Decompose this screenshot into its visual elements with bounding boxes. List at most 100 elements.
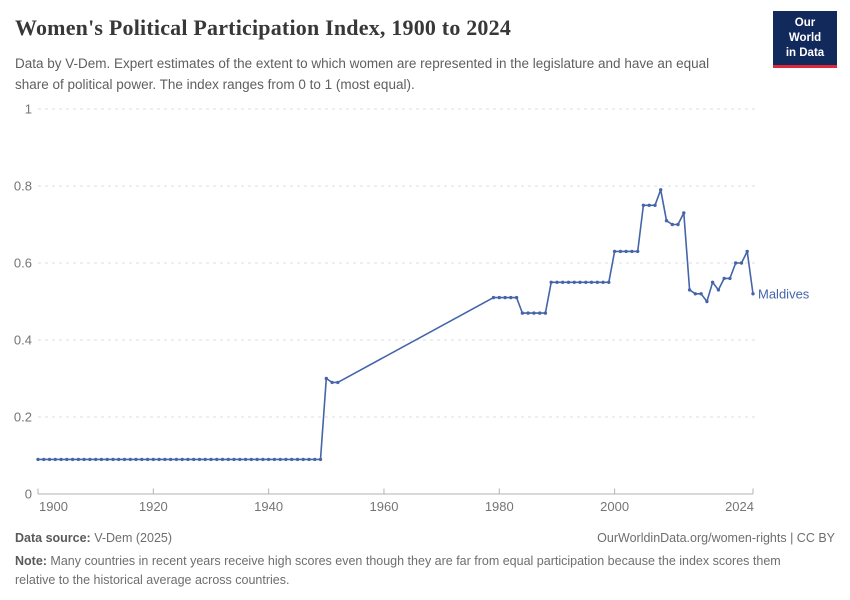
data-point-marker — [42, 457, 46, 462]
series-line[interactable] — [37, 189, 754, 461]
data-point-marker — [134, 457, 138, 462]
data-point-marker — [572, 280, 576, 284]
data-point-marker — [36, 457, 40, 462]
data-point-marker — [232, 457, 236, 462]
data-point-marker — [751, 292, 755, 296]
data-point-marker — [272, 457, 277, 462]
data-point-marker — [647, 203, 651, 207]
data-point-marker — [117, 457, 121, 462]
data-point-marker — [284, 457, 288, 462]
data-point-marker — [238, 457, 242, 462]
data-point-marker — [578, 280, 582, 284]
data-point-marker — [76, 457, 81, 462]
data-point-marker — [664, 219, 669, 223]
owid-logo-line1: Our World — [788, 17, 822, 44]
data-source-value: V-Dem (2025) — [90, 531, 173, 545]
data-point-marker — [630, 249, 634, 254]
data-point-marker — [716, 288, 721, 292]
x-axis-tick-label: 2000 — [600, 499, 629, 514]
chart-footer: Data source: V-Dem (2025) OurWorldinData… — [15, 531, 835, 590]
data-point-marker — [53, 457, 57, 462]
data-point-marker — [330, 380, 334, 385]
data-point-marker — [111, 457, 115, 462]
owid-logo[interactable]: Our World in Data — [773, 11, 837, 68]
data-point-marker — [157, 457, 161, 462]
data-point-marker — [543, 311, 548, 315]
data-point-marker — [88, 457, 92, 462]
x-axis-tick-label: 1980 — [485, 499, 514, 514]
data-point-marker — [693, 292, 697, 296]
y-axis-tick-label: 0.6 — [14, 256, 32, 271]
page-title: Women's Political Participation Index, 1… — [15, 15, 512, 40]
data-point-marker — [70, 457, 75, 462]
data-point-marker — [186, 457, 190, 462]
data-point-marker — [641, 203, 646, 207]
data-point-marker — [266, 457, 271, 462]
data-point-marker — [192, 457, 196, 462]
data-point-marker — [612, 249, 617, 254]
owid-link[interactable]: OurWorldinData.org/women-rights | CC BY — [597, 531, 835, 545]
data-point-marker — [180, 457, 184, 462]
data-point-marker — [618, 249, 623, 254]
data-point-marker — [503, 295, 507, 300]
data-source-line: Data source: V-Dem (2025) — [15, 531, 172, 545]
data-point-marker — [197, 457, 202, 462]
y-axis-tick-label: 0 — [25, 487, 32, 502]
data-point-marker — [105, 457, 109, 462]
data-point-marker — [128, 457, 132, 462]
data-point-marker — [220, 457, 225, 462]
data-point-marker — [174, 457, 179, 462]
data-point-marker — [497, 295, 501, 300]
data-point-marker — [261, 457, 265, 462]
x-axis-tick-label: 1900 — [39, 499, 68, 514]
data-point-marker — [47, 457, 52, 462]
data-point-marker — [307, 457, 311, 462]
data-point-marker — [682, 211, 686, 215]
data-point-marker — [313, 457, 317, 462]
data-point-marker — [595, 280, 599, 284]
data-point-marker — [215, 457, 219, 462]
data-point-marker — [687, 288, 692, 292]
data-point-marker — [151, 457, 155, 462]
data-point-marker — [607, 280, 611, 284]
data-point-marker — [739, 261, 744, 265]
data-point-marker — [549, 280, 553, 284]
series-end-label[interactable]: Maldives — [758, 286, 810, 301]
data-point-marker — [65, 457, 69, 462]
y-axis-tick-label: 0.2 — [14, 410, 32, 425]
data-point-marker — [710, 280, 715, 284]
data-point-marker — [676, 222, 680, 227]
data-point-marker — [624, 249, 628, 254]
data-point-marker — [140, 457, 144, 462]
data-point-marker — [636, 249, 640, 254]
data-point-marker — [59, 457, 63, 462]
data-point-marker — [584, 280, 588, 284]
data-point-marker — [249, 457, 253, 462]
data-point-marker — [278, 457, 282, 462]
data-point-marker — [255, 457, 259, 462]
chart-subtitle: Data by V-Dem. Expert estimates of the e… — [15, 56, 710, 93]
data-point-marker — [555, 280, 559, 284]
data-point-marker — [705, 299, 709, 304]
data-point-marker — [520, 311, 525, 315]
data-point-marker — [561, 280, 565, 284]
data-point-marker — [722, 276, 726, 281]
x-axis-tick-label: 1960 — [370, 499, 399, 514]
y-axis-tick-label: 0.8 — [14, 179, 32, 194]
data-point-marker — [99, 457, 104, 462]
data-point-marker — [670, 222, 674, 227]
data-point-marker — [728, 276, 732, 281]
x-axis-tick-label: 1920 — [139, 499, 168, 514]
note-label: Note: — [15, 554, 47, 568]
data-point-marker — [94, 457, 98, 462]
data-point-marker — [301, 457, 305, 462]
data-point-marker — [734, 261, 738, 265]
y-axis-tick-label: 1 — [25, 102, 32, 117]
data-point-marker — [318, 457, 323, 462]
data-source-label: Data source: — [15, 531, 91, 545]
data-point-marker — [203, 457, 207, 462]
data-point-marker — [122, 457, 127, 462]
data-point-marker — [526, 311, 530, 315]
data-point-marker — [209, 457, 213, 462]
data-point-marker — [324, 376, 328, 381]
